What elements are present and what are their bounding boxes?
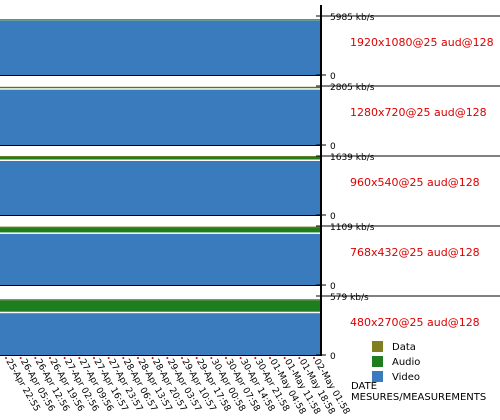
x-axis-title-line1: DATE — [351, 381, 377, 392]
x-tick-mark — [166, 357, 169, 359]
x-tick-mark — [78, 357, 81, 359]
x-tick-mark — [225, 357, 227, 359]
audio-area — [0, 156, 320, 160]
legend-swatch — [372, 356, 383, 367]
x-tick-mark — [283, 357, 286, 359]
rendition-label: 1280x720@25 aud@128 — [350, 106, 487, 119]
legend-label: Audio — [392, 357, 420, 368]
panel-3: 1639 kb/s 0 960x540@25 aud@128 — [0, 153, 500, 222]
legend-label: Video — [392, 372, 420, 383]
x-tick-mark — [122, 357, 125, 359]
panel-max-label: 5985 kb/s — [330, 13, 375, 23]
x-tick-mark — [63, 357, 66, 359]
x-tick-mark — [195, 357, 198, 359]
legend-item-video: Video — [372, 371, 420, 383]
video-area — [0, 89, 320, 145]
video-area — [0, 20, 320, 75]
data-area — [0, 86, 320, 88]
x-tick-mark — [5, 357, 7, 359]
x-tick-mark — [49, 357, 51, 359]
x-tick-mark — [137, 357, 139, 359]
legend: Data Audio Video — [372, 341, 420, 383]
legend-swatch — [372, 341, 383, 352]
panel-max-label: 1109 kb/s — [330, 223, 375, 233]
x-tick-mark — [181, 357, 183, 359]
x-tick-mark — [210, 357, 213, 359]
x-tick-mark — [298, 357, 301, 359]
data-area — [0, 156, 320, 157]
x-tick-mark — [19, 357, 22, 359]
panel-1: 5985 kb/s 0 1920x1080@25 aud@128 — [0, 13, 500, 82]
panel-max-label: 579 kb/s — [330, 293, 369, 303]
panel-max-label: 2805 kb/s — [330, 83, 375, 93]
rendition-label: 480x270@25 aud@128 — [350, 316, 480, 329]
x-axis-title-line2: MESURES/MEASUREMENTS — [351, 392, 486, 403]
video-area — [0, 161, 320, 215]
panel-zero-label: 0 — [330, 212, 336, 222]
legend-label: Data — [392, 342, 416, 353]
video-area — [0, 233, 320, 285]
legend-item-audio: Audio — [372, 356, 420, 368]
rendition-label: 960x540@25 aud@128 — [350, 176, 480, 189]
panel-zero-label: 0 — [330, 72, 336, 82]
panel-zero-label: 0 — [330, 282, 336, 292]
legend-swatch — [372, 371, 383, 382]
audio-area — [0, 227, 320, 233]
data-area — [0, 19, 320, 20]
x-tick-mark — [269, 357, 271, 359]
panel-5: 579 kb/s 0 480x270@25 aud@128 — [0, 293, 500, 362]
x-tick-mark — [239, 357, 242, 359]
audio-area — [0, 300, 320, 312]
panel-zero-label: 0 — [330, 352, 336, 362]
x-tick-mark — [151, 357, 154, 359]
panel-4: 1109 kb/s 0 768x432@25 aud@128 — [0, 223, 500, 292]
panel-zero-label: 0 — [330, 142, 336, 152]
panel-max-label: 1639 kb/s — [330, 153, 375, 163]
x-tick-mark — [107, 357, 110, 359]
data-area — [0, 226, 320, 228]
x-tick-mark — [34, 357, 37, 359]
legend-item-data: Data — [372, 341, 416, 353]
data-area — [0, 299, 320, 301]
x-tick-mark — [254, 357, 257, 359]
rendition-label: 1920x1080@25 aud@128 — [350, 36, 494, 49]
x-tick-mark — [93, 357, 95, 359]
panel-2: 2805 kb/s 0 1280x720@25 aud@128 — [0, 83, 500, 152]
video-area — [0, 313, 320, 355]
audio-area — [0, 86, 320, 89]
x-tick-mark — [313, 357, 315, 359]
rendition-label: 768x432@25 aud@128 — [350, 246, 480, 259]
